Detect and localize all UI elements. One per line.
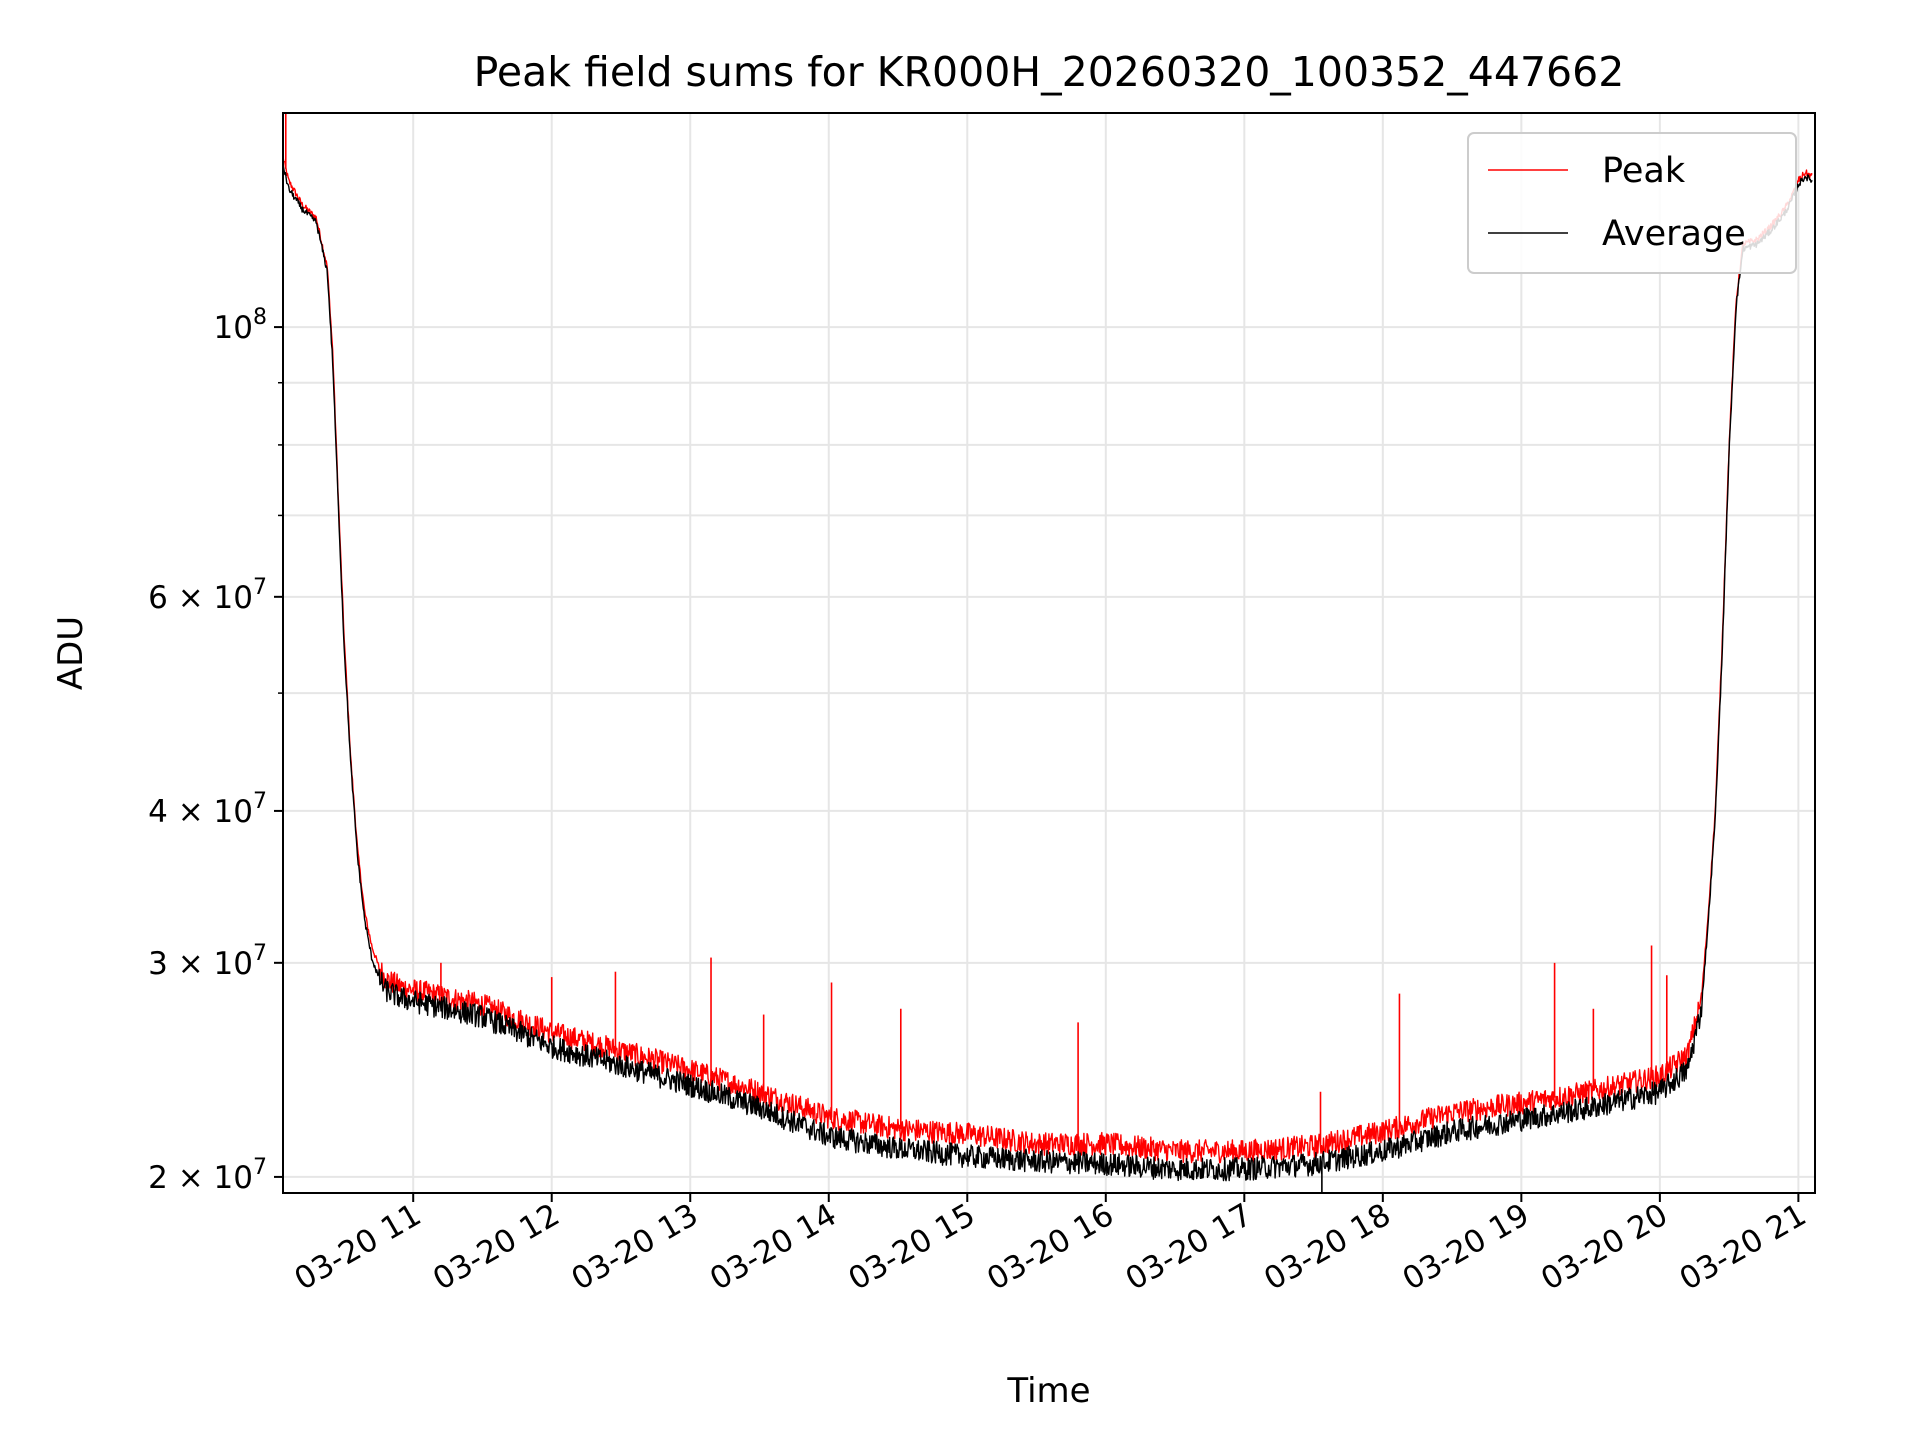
legend-box xyxy=(1467,132,1797,274)
series-line-average xyxy=(282,164,1813,1182)
series-average xyxy=(282,164,1813,1193)
y-tick-label: 4 × 107 xyxy=(148,789,267,830)
y-tick-label: 2 × 107 xyxy=(148,1155,267,1196)
legend-label-peak: Peak xyxy=(1602,151,1686,191)
y-tick-label: 108 xyxy=(214,305,267,346)
series-line-peak xyxy=(282,155,1813,1164)
y-axis-title: ADU xyxy=(51,616,91,690)
x-axis-title: Time xyxy=(1006,1371,1090,1411)
legend-label-average: Average xyxy=(1602,214,1746,254)
chart-title: Peak field sums for KR000H_20260320_1003… xyxy=(474,48,1625,96)
legend: Peak Average xyxy=(1467,132,1797,274)
series-peak xyxy=(282,113,1813,1164)
plot-frame xyxy=(282,112,1816,1194)
y-tick-label: 6 × 107 xyxy=(148,575,267,616)
y-tick-label: 3 × 107 xyxy=(148,941,267,982)
plot-series xyxy=(282,113,1813,1193)
